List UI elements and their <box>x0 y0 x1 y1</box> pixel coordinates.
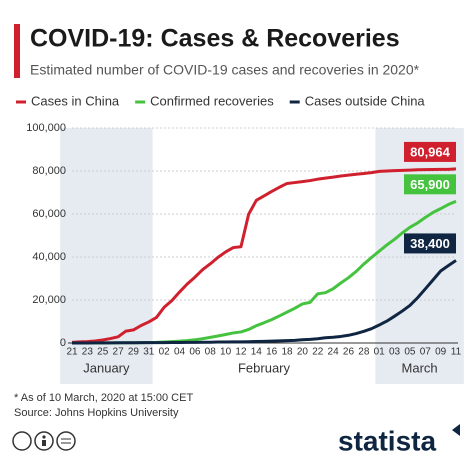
period-band <box>60 128 153 384</box>
x-tick-label: 16 <box>266 347 278 358</box>
x-tick-label: 08 <box>205 347 217 358</box>
period-bands: January February March <box>60 128 464 384</box>
chart-subtitle: Estimated number of COVID-19 cases and r… <box>30 62 420 78</box>
y-tick-label: 100,000 <box>26 122 66 134</box>
x-tick-label: 01 <box>374 347 386 358</box>
x-tick-label: 02 <box>159 347 171 358</box>
x-tick-label: 12 <box>235 347 247 358</box>
x-tick-label: 25 <box>97 347 109 358</box>
legend-label: Cases in China <box>31 93 120 108</box>
x-tick-label: 03 <box>389 347 401 358</box>
x-tick-label: 28 <box>358 347 370 358</box>
y-tick-label: 0 <box>60 337 66 349</box>
value-label-box <box>404 141 456 162</box>
x-tick-label: 06 <box>189 347 201 358</box>
y-tick-label: 20,000 <box>32 294 66 306</box>
legend-label: Cases outside China <box>305 93 426 108</box>
x-tick-label: 09 <box>435 347 447 358</box>
x-tick-label: 11 <box>451 347 462 358</box>
x-tick-label: 26 <box>343 347 355 358</box>
x-tick-label: 04 <box>174 347 186 358</box>
title-accent <box>14 24 20 78</box>
brand-icon <box>452 424 460 436</box>
legend-label: Confirmed recoveries <box>150 93 274 108</box>
x-tick-label: 07 <box>420 347 432 358</box>
x-tick-label: 21 <box>66 347 78 358</box>
x-tick-label: 23 <box>82 347 94 358</box>
chart-title: COVID-19: Cases & Recoveries <box>30 25 400 53</box>
x-tick-label: 22 <box>312 347 324 358</box>
x-tick-label: 20 <box>297 347 309 358</box>
x-tick-label: 24 <box>328 347 340 358</box>
period-label: January <box>83 360 130 375</box>
value-label-box <box>404 174 456 195</box>
value-label: 38,400 <box>410 236 450 251</box>
period-band <box>375 128 464 384</box>
x-tick-label: 29 <box>128 347 140 358</box>
period-label: February <box>238 360 291 375</box>
value-label: 80,964 <box>410 144 451 159</box>
brand: statista <box>338 425 436 456</box>
x-tick-label: 14 <box>251 347 263 358</box>
y-tick-label: 80,000 <box>32 165 66 177</box>
x-tick-label: 27 <box>113 347 125 358</box>
value-label: 65,900 <box>410 177 450 192</box>
period-label: March <box>402 360 438 375</box>
series-line <box>71 167 457 344</box>
footnote: * As of 10 March, 2020 at 15:00 CET <box>14 392 193 404</box>
x-tick-label: 18 <box>281 347 293 358</box>
y-tick-label: 40,000 <box>32 251 66 263</box>
x-tick-label: 31 <box>143 347 155 358</box>
license-icons <box>12 431 76 451</box>
value-label-box <box>404 233 456 254</box>
plot: 0 20,000 40,000 60,000 80,000 100,000 21 23 25 27… <box>26 122 461 358</box>
y-tick-label: 60,000 <box>32 208 66 220</box>
source: Source: Johns Hopkins University <box>14 407 179 419</box>
series-line <box>71 259 457 345</box>
x-tick-label: 10 <box>220 347 232 358</box>
x-tick-label: 05 <box>404 347 416 358</box>
